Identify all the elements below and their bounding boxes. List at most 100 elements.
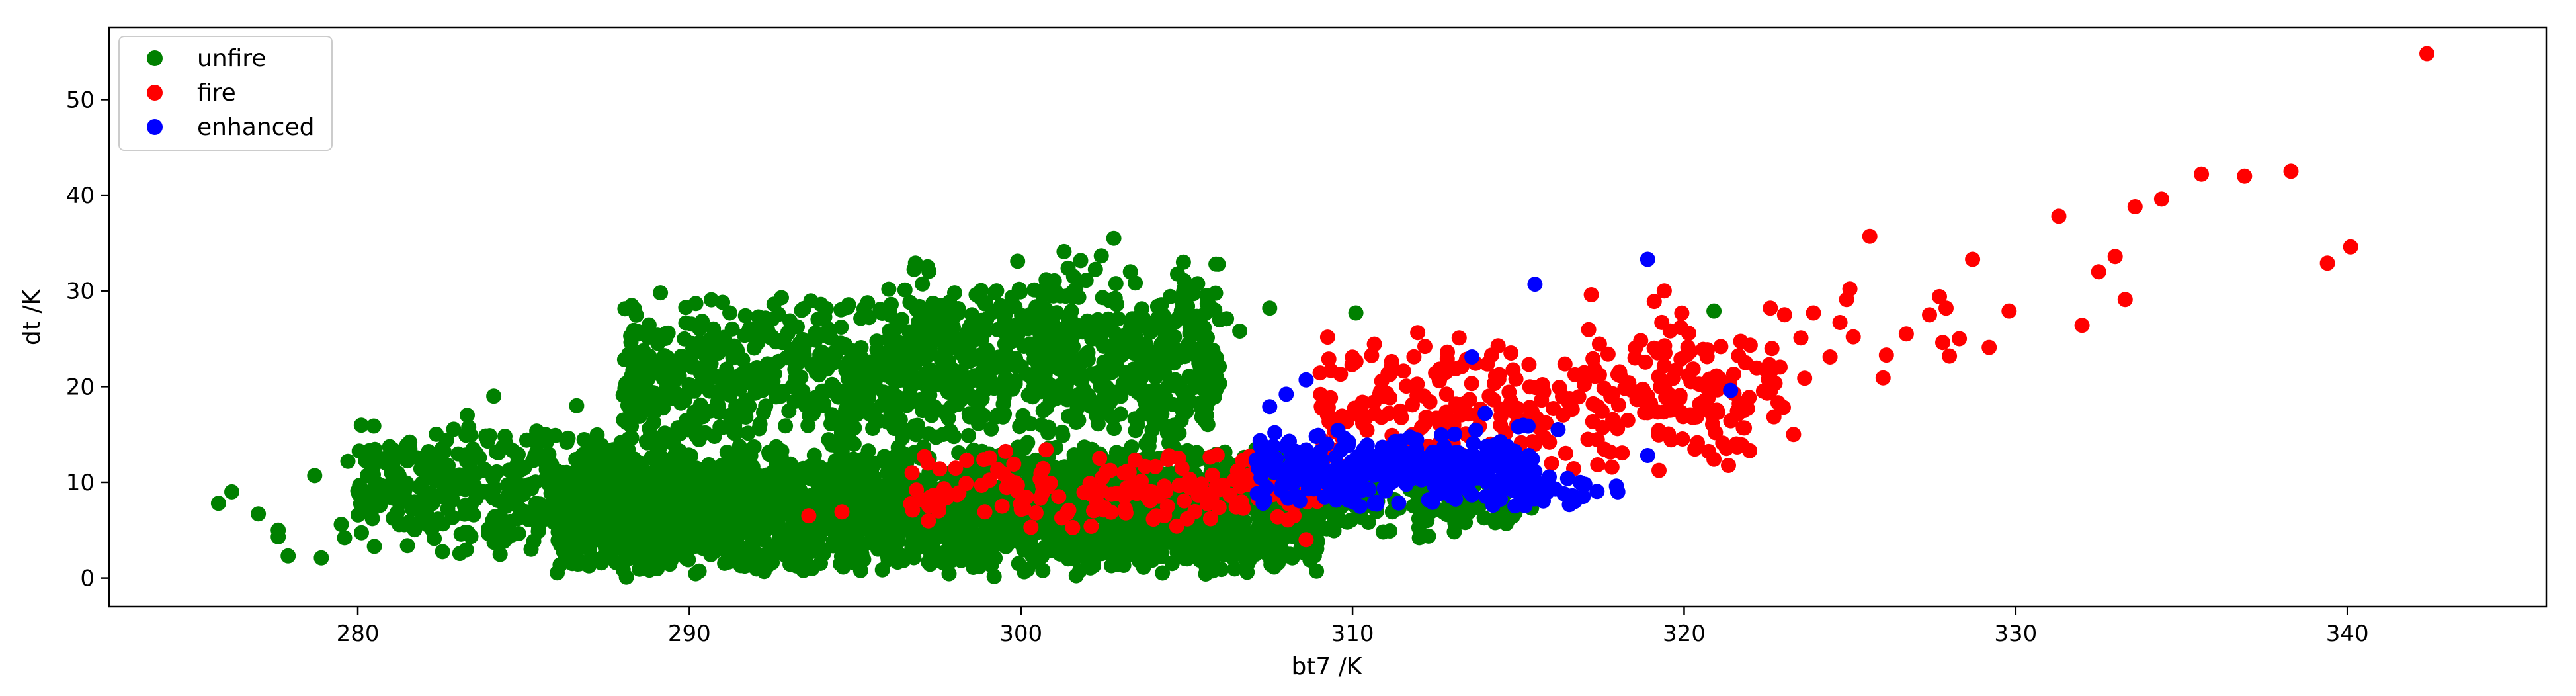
point-fire [1409, 376, 1425, 392]
point-unfire [643, 361, 658, 376]
point-unfire [638, 512, 653, 528]
point-unfire [639, 402, 655, 418]
point-unfire [1175, 394, 1190, 410]
point-unfire [963, 317, 979, 333]
point-unfire [1066, 551, 1082, 567]
point-unfire [1010, 253, 1026, 269]
point-unfire [661, 390, 677, 406]
point-fire [923, 489, 938, 505]
point-fire [1663, 432, 1679, 448]
point-unfire [463, 427, 479, 443]
point-unfire [666, 500, 682, 515]
point-unfire [707, 519, 723, 535]
point-fire [1534, 377, 1550, 392]
point-unfire [1208, 285, 1224, 301]
point-unfire [391, 494, 407, 510]
point-unfire [885, 384, 901, 400]
point-fire [2343, 239, 2358, 255]
point-fire [1001, 472, 1017, 488]
point-unfire [435, 489, 450, 505]
point-unfire [1093, 248, 1109, 264]
point-unfire [1073, 537, 1089, 552]
point-unfire [640, 552, 655, 568]
point-unfire [733, 409, 749, 425]
point-fire [1656, 283, 1672, 299]
point-unfire [662, 556, 678, 572]
point-unfire [530, 521, 546, 537]
point-unfire [1144, 552, 1160, 568]
point-fire [981, 472, 997, 488]
point-unfire [307, 468, 323, 484]
point-fire [1095, 470, 1110, 486]
point-fire [1673, 351, 1689, 367]
point-unfire [823, 416, 839, 432]
point-unfire [1130, 384, 1145, 400]
point-unfire [771, 386, 786, 402]
point-fire [1491, 371, 1507, 387]
point-unfire [882, 307, 898, 323]
point-unfire [974, 365, 989, 381]
point-unfire [1182, 306, 1198, 322]
point-fire [904, 465, 920, 481]
point-fire [1952, 331, 1968, 347]
point-fire [1696, 402, 1712, 417]
point-unfire [851, 353, 866, 369]
point-unfire [897, 282, 913, 298]
point-unfire [947, 285, 962, 301]
point-unfire [1011, 281, 1027, 297]
point-unfire [841, 297, 856, 313]
point-unfire [662, 535, 678, 551]
point-fire [1506, 404, 1522, 419]
point-unfire [885, 535, 901, 550]
point-fire [1680, 339, 1696, 355]
point-unfire [746, 439, 762, 455]
point-fire [1180, 475, 1196, 491]
point-unfire [489, 509, 505, 524]
point-unfire [1096, 338, 1112, 354]
point-fire [1715, 435, 1731, 451]
point-unfire [1458, 515, 1474, 531]
point-fire [1534, 392, 1550, 408]
point-unfire [818, 300, 834, 316]
point-fire [1612, 368, 1628, 384]
point-fire [1454, 359, 1470, 374]
point-unfire [610, 453, 626, 469]
point-unfire [1099, 379, 1114, 395]
point-unfire [1227, 561, 1243, 577]
point-unfire [890, 439, 906, 455]
point-unfire [1148, 363, 1163, 378]
point-unfire [1126, 365, 1142, 381]
point-unfire [452, 546, 468, 562]
point-unfire [906, 261, 922, 277]
point-unfire [642, 529, 658, 544]
point-unfire [804, 358, 820, 374]
point-unfire [638, 379, 654, 394]
point-unfire [1142, 431, 1157, 447]
point-fire [1845, 329, 1861, 345]
point-fire [1121, 464, 1137, 480]
point-fire [2107, 249, 2123, 265]
point-fire [1646, 340, 1662, 356]
point-unfire [1090, 312, 1106, 327]
point-unfire [854, 518, 870, 534]
point-unfire [1476, 510, 1492, 526]
point-fire [1270, 509, 1286, 525]
point-unfire [1064, 370, 1080, 386]
point-unfire [1263, 537, 1279, 553]
point-unfire [776, 463, 792, 479]
point-fire [1710, 382, 1725, 398]
point-unfire [366, 539, 382, 554]
point-unfire [1028, 554, 1044, 570]
point-fire [1552, 380, 1567, 396]
point-unfire [776, 532, 791, 548]
point-fire [1793, 330, 1809, 346]
point-fire [1051, 489, 1067, 505]
point-fire [1822, 349, 1838, 365]
point-unfire [383, 481, 399, 497]
point-fire [1776, 307, 1792, 323]
point-unfire [921, 263, 937, 279]
point-unfire [921, 376, 937, 392]
point-fire [1006, 457, 1022, 472]
point-fire [1312, 365, 1328, 381]
point-fire [1878, 347, 1894, 363]
